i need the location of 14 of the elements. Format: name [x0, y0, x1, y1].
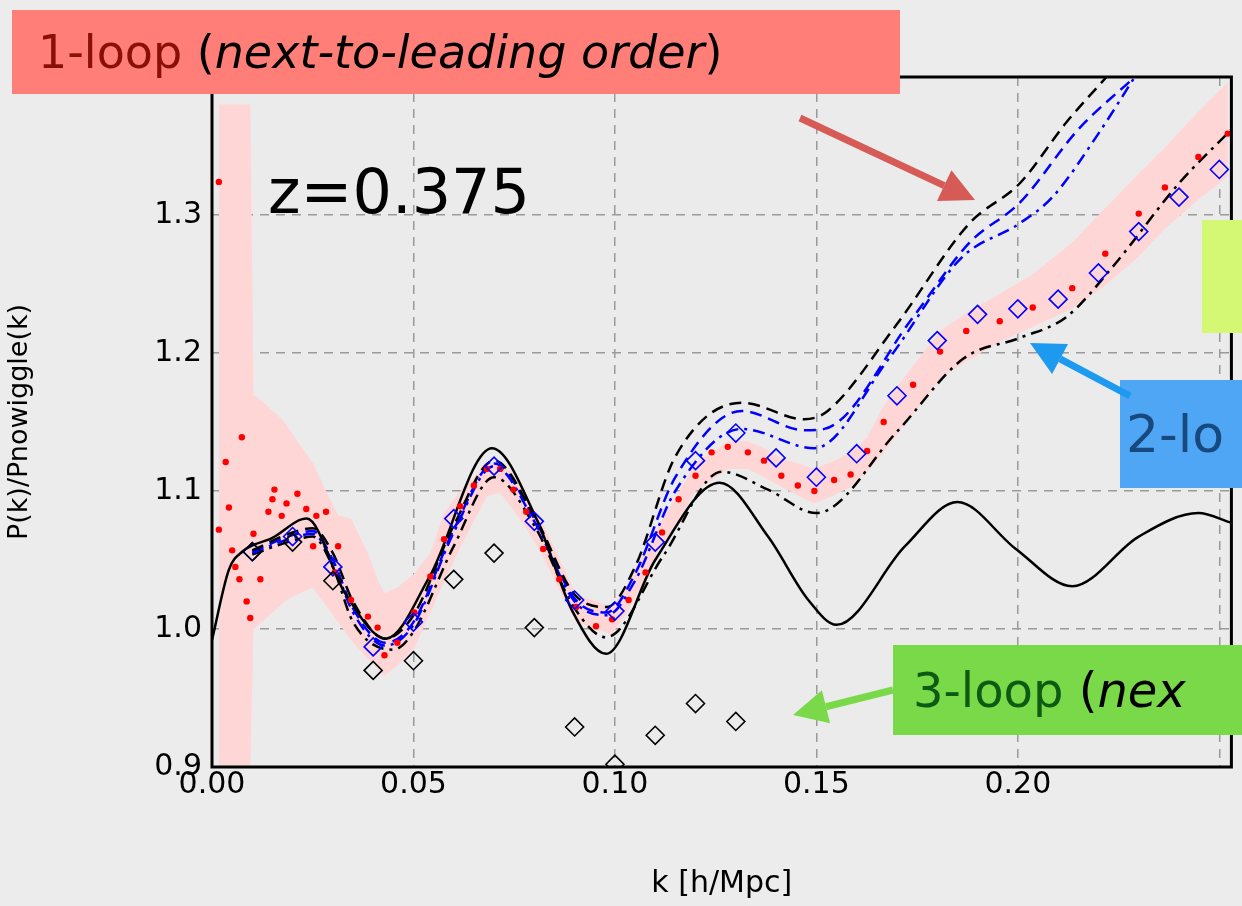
y-tick-label: 1.3	[154, 194, 202, 230]
annotation: z=0.375	[268, 155, 530, 228]
x-tick-label: 0.20	[984, 764, 1052, 800]
annotation: 2-lo	[1126, 404, 1225, 464]
y-axis-title: P(k)/Pnowiggle(k)	[2, 303, 34, 541]
x-tick-label: 0.15	[782, 764, 850, 800]
x-tick-label: 0.05	[380, 764, 447, 800]
annotation: 3-loop (nex	[913, 662, 1186, 718]
y-tick-label: 1.2	[154, 332, 202, 368]
y-tick-label: 1.1	[154, 470, 202, 506]
y-tick-label: 1.0	[154, 608, 202, 644]
annotation: 1-loop (next-to-leading order)	[38, 25, 723, 79]
x-tick-label: 0.10	[581, 764, 649, 800]
x-axis-title: k [h/Mpc]	[651, 863, 793, 899]
